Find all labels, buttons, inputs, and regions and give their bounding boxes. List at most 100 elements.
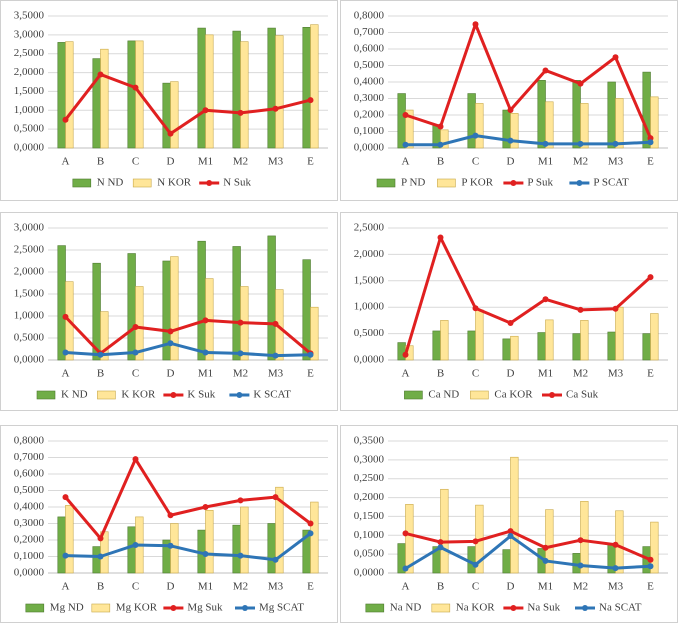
x-tick-label: B xyxy=(437,368,444,380)
line-marker xyxy=(542,140,549,147)
bar xyxy=(432,330,441,361)
line-marker xyxy=(647,556,654,563)
legend-swatch xyxy=(376,178,396,188)
bar xyxy=(545,509,554,574)
y-tick-label: 1,0000 xyxy=(14,104,45,116)
line-marker xyxy=(272,352,279,359)
y-tick-label: 0,6000 xyxy=(14,468,45,480)
bar xyxy=(57,516,66,574)
line-series xyxy=(404,236,652,356)
x-tick-label: A xyxy=(62,368,70,380)
legend-label: Ca Suk xyxy=(566,389,599,401)
x-tick-label: D xyxy=(167,368,175,380)
line-marker xyxy=(577,140,584,147)
x-tick-label: D xyxy=(167,156,175,168)
panel-border xyxy=(340,212,678,411)
line-marker xyxy=(237,319,244,326)
line-marker xyxy=(647,274,654,281)
y-tick-label: 0,5000 xyxy=(354,59,385,71)
y-tick-label: 0,2000 xyxy=(14,534,45,546)
x-tick-label: B xyxy=(437,581,444,593)
bar xyxy=(310,306,319,361)
x-tick-label: A xyxy=(62,581,70,593)
y-tick-label: 0,8000 xyxy=(14,435,45,447)
bar xyxy=(607,81,616,149)
bar xyxy=(65,505,74,574)
line-series xyxy=(405,22,652,139)
bar xyxy=(100,48,109,149)
line-marker xyxy=(167,130,174,137)
x-tick-label: M1 xyxy=(538,368,553,380)
bar xyxy=(615,306,624,361)
line-marker xyxy=(612,54,619,61)
legend-label: P Suk xyxy=(527,177,553,189)
line-marker xyxy=(402,351,409,358)
line-marker xyxy=(132,84,139,91)
x-tick-label: M1 xyxy=(538,156,553,168)
y-tick-label: 2,0000 xyxy=(14,266,45,278)
x-tick-label: C xyxy=(132,368,139,380)
legend-label: Na ND xyxy=(390,602,422,614)
line-marker xyxy=(472,561,479,568)
legend-label: P ND xyxy=(401,177,425,189)
x-tick-label: M2 xyxy=(233,368,248,380)
y-tick-label: 0,7000 xyxy=(14,451,45,463)
bar xyxy=(57,245,66,361)
bar xyxy=(545,101,554,149)
line-marker xyxy=(307,351,314,358)
y-tick-label: 0,1000 xyxy=(354,125,385,137)
bar xyxy=(310,24,319,149)
bar xyxy=(607,331,616,361)
bar xyxy=(127,253,136,361)
bar xyxy=(275,486,284,574)
bar xyxy=(197,240,206,361)
x-tick-label: M1 xyxy=(198,368,213,380)
line-marker xyxy=(612,140,619,147)
legend-label: P KOR xyxy=(461,177,493,189)
line-marker xyxy=(402,112,409,118)
bar xyxy=(502,338,511,361)
line-marker xyxy=(402,530,409,537)
bar xyxy=(440,488,449,574)
bar xyxy=(397,93,406,149)
chart-panel: 0,0000 0,5000 1,0000 1,5000 2,0000 2,5000 3,00… xyxy=(0,0,338,201)
legend-label: Mg SCAT xyxy=(259,602,304,614)
legend-swatch xyxy=(365,603,385,613)
legend-swatch xyxy=(431,603,451,613)
y-tick-label: 0,1000 xyxy=(14,550,45,562)
legend-swatch xyxy=(437,178,456,188)
y-tick-label: 1,0000 xyxy=(354,301,385,313)
y-tick-label: 0,5000 xyxy=(14,332,45,344)
x-tick-label: M2 xyxy=(233,156,248,168)
line-marker xyxy=(97,553,104,560)
line-marker xyxy=(272,494,279,501)
line-marker xyxy=(202,317,209,324)
x-tick-label: C xyxy=(132,156,139,168)
chart-panel: 0,0000 0,1000 0,2000 0,3000 0,4000 0,5000 0,60… xyxy=(340,0,678,201)
line-marker xyxy=(307,97,314,104)
line-marker xyxy=(437,141,444,148)
bar xyxy=(650,96,659,149)
line-marker xyxy=(97,351,104,358)
bar xyxy=(615,98,624,149)
x-tick-label: E xyxy=(647,156,654,168)
line-marker xyxy=(577,562,584,569)
panel-border xyxy=(340,0,678,201)
panel-border xyxy=(340,425,678,623)
x-tick-label: E xyxy=(647,581,654,593)
line-marker xyxy=(402,141,409,148)
bar xyxy=(275,35,284,149)
bar xyxy=(65,41,74,149)
legend-label: K SCAT xyxy=(253,389,291,401)
x-tick-label: E xyxy=(307,368,314,380)
bar xyxy=(57,42,66,149)
chart-panel: 0,0000 0,5000 1,0000 1,5000 2,0000 2,5000 A B C D… xyxy=(340,212,678,411)
bar xyxy=(510,456,519,574)
bar xyxy=(405,109,414,149)
line-marker xyxy=(272,556,279,563)
x-tick-label: M2 xyxy=(573,368,588,380)
bar xyxy=(467,93,476,149)
x-tick-label: D xyxy=(507,368,515,380)
line-marker xyxy=(202,504,209,510)
